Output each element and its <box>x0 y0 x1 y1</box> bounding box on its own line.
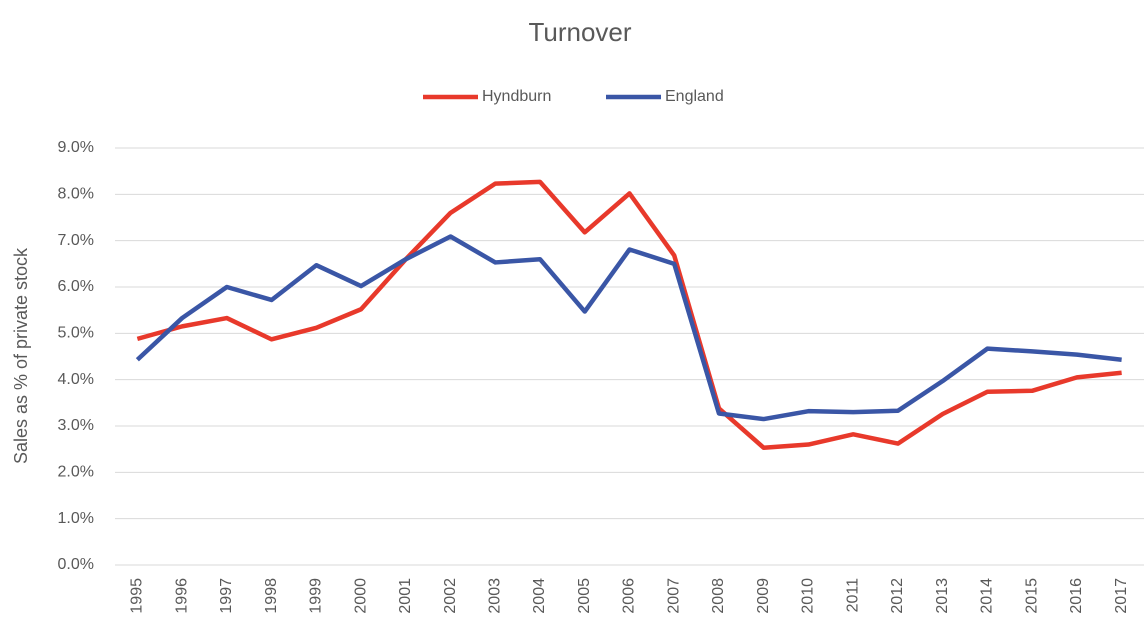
x-tick-label: 1996 <box>173 578 190 614</box>
chart-title: Turnover <box>528 17 631 47</box>
x-tick-label: 2003 <box>487 578 504 614</box>
x-tick-label: 2009 <box>755 578 772 614</box>
x-tick-label: 2012 <box>889 578 906 614</box>
y-tick-label: 8.0% <box>58 186 94 203</box>
y-tick-label: 3.0% <box>58 417 94 434</box>
x-tick-label: 2013 <box>934 578 951 614</box>
y-tick-label: 2.0% <box>58 464 94 481</box>
y-tick-label: 0.0% <box>58 556 94 573</box>
y-tick-label: 1.0% <box>58 510 94 527</box>
x-tick-label: 2011 <box>844 578 861 613</box>
x-tick-label: 2004 <box>531 578 548 614</box>
x-tick-label: 2006 <box>621 578 638 614</box>
line-series <box>136 179 1122 451</box>
x-tick-label: 1999 <box>308 578 325 614</box>
y-tick-label: 9.0% <box>58 139 94 156</box>
x-tick-label: 2001 <box>397 578 414 614</box>
x-tick-label: 2016 <box>1068 578 1085 614</box>
legend-label: England <box>665 88 724 105</box>
legend-label: Hyndburn <box>482 88 551 105</box>
x-tick-label: 1998 <box>263 578 280 614</box>
x-tick-label: 2007 <box>665 578 682 614</box>
x-tick-label: 2005 <box>576 578 593 614</box>
y-tick-label: 7.0% <box>58 232 94 249</box>
y-axis-label: Sales as % of private stock <box>11 247 31 464</box>
x-tick-label: 2014 <box>979 578 996 614</box>
x-tick-label: 1997 <box>218 578 235 614</box>
x-tick-label: 2010 <box>800 578 817 614</box>
x-tick-label: 2002 <box>442 578 459 614</box>
y-tick-label: 5.0% <box>58 325 94 342</box>
x-tick-label: 2000 <box>352 578 369 614</box>
y-tick-label: 6.0% <box>58 278 94 295</box>
x-tick-label: 1995 <box>129 578 146 614</box>
x-tick-label: 2017 <box>1113 578 1130 614</box>
x-tick-label: 2015 <box>1023 578 1040 614</box>
line-series <box>135 234 1122 422</box>
x-tick-label: 2008 <box>710 578 727 614</box>
y-tick-label: 4.0% <box>58 371 94 388</box>
